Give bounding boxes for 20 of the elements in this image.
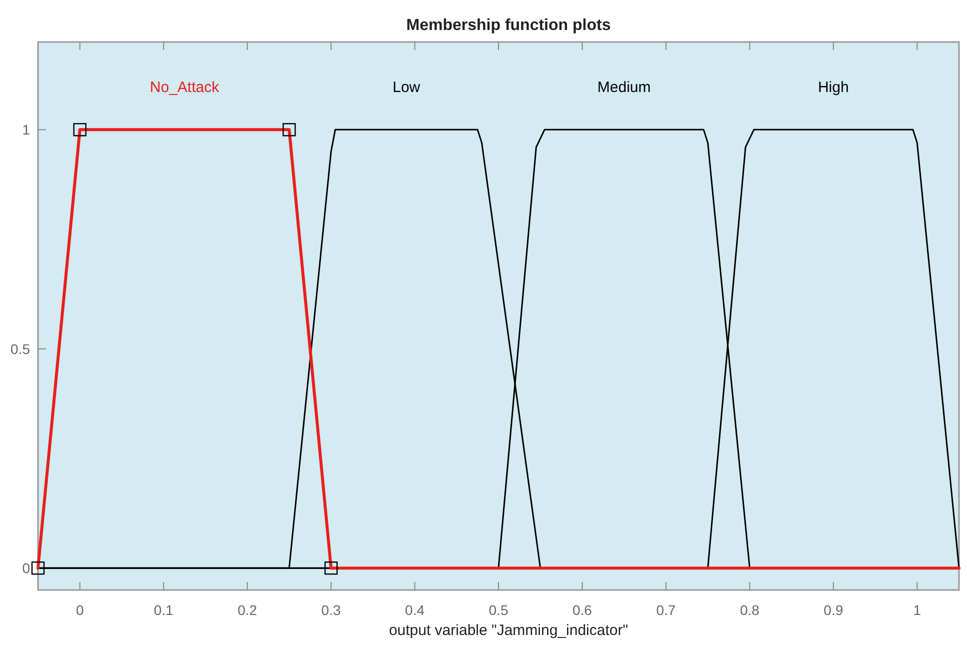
x-tick-label: 0.9 [824, 602, 844, 618]
x-tick-label: 0.3 [321, 602, 341, 618]
y-tick-label: 0 [22, 560, 30, 576]
x-tick-label: 0.5 [488, 602, 508, 618]
x-tick-label: 1 [913, 602, 922, 618]
x-axis-title: output variable "Jamming_indicator" [388, 622, 628, 639]
x-tick-label: 0.1 [154, 602, 174, 618]
text: No_Attack [150, 79, 220, 96]
x-tick-label: 0.6 [572, 602, 592, 618]
y-tick-label: 0.5 [10, 340, 30, 357]
x-tick-label: 0.7 [656, 602, 676, 618]
chart-title: Membership function plots [406, 17, 611, 34]
x-tick-label: 0 [76, 602, 84, 618]
x-tick-label: 0.4 [405, 602, 425, 618]
x-tick-label: 0.2 [238, 602, 258, 618]
y-tick-label: 1 [22, 122, 30, 138]
text: Medium [597, 79, 651, 96]
text: High [818, 79, 849, 96]
text: Low [392, 79, 420, 96]
x-tick-label: 0.8 [740, 602, 760, 618]
